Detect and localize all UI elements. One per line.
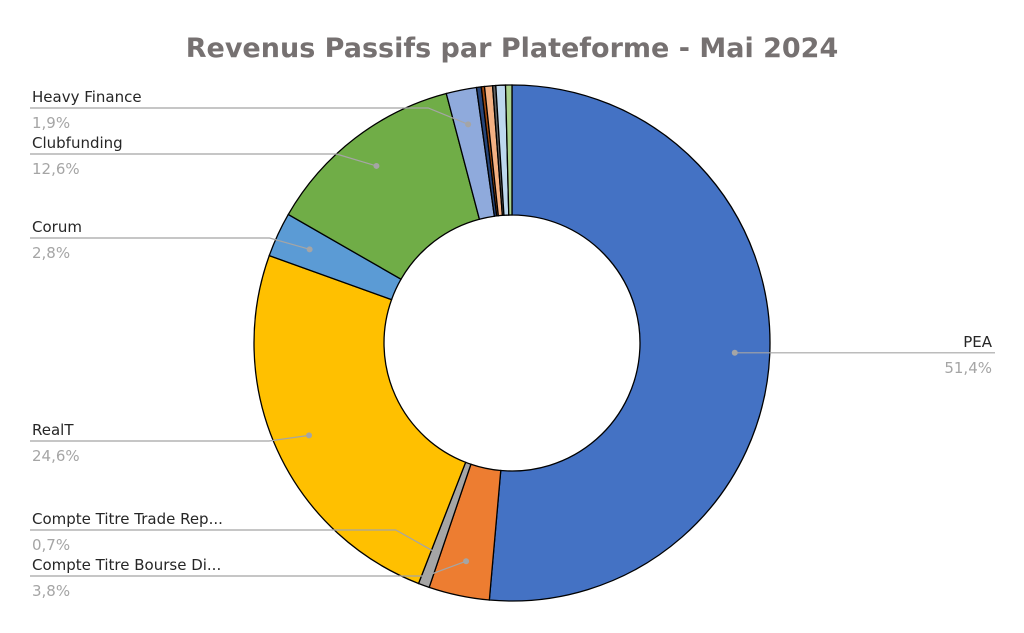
- data-label-percent: 24,6%: [32, 447, 80, 465]
- chart-title: Revenus Passifs par Plateforme - Mai 202…: [186, 33, 839, 64]
- leader-dot: [731, 349, 738, 356]
- leader-line: [30, 560, 467, 577]
- leader-line: [30, 237, 310, 250]
- leader-dot: [306, 246, 313, 253]
- data-label-percent: 2,8%: [32, 244, 70, 262]
- leader-line: [30, 153, 377, 167]
- data-label-name: Compte Titre Bourse Di...: [32, 556, 221, 574]
- data-label-percent: 0,7%: [32, 536, 70, 554]
- slice-realt: [253, 254, 467, 585]
- data-label-name: RealT: [32, 421, 74, 439]
- data-label-name: Clubfunding: [32, 134, 123, 152]
- leader-dot: [432, 549, 439, 556]
- leader-line: [30, 434, 310, 442]
- data-label-name: Compte Titre Trade Rep...: [32, 510, 223, 528]
- leader-dot: [306, 432, 313, 439]
- labels-group: PEA 51,4% Compte Titre Bourse Di... 3,8% Com…: [30, 88, 995, 600]
- leader-dot: [463, 558, 470, 565]
- data-label-percent: 3,8%: [32, 582, 70, 600]
- data-label-name: Heavy Finance: [32, 88, 142, 106]
- data-label-percent: 1,9%: [32, 114, 70, 132]
- slice-pea: [488, 84, 771, 602]
- leader-dot: [465, 121, 472, 128]
- leader-line: [30, 107, 469, 125]
- data-label-name: Corum: [32, 218, 82, 236]
- slices-group: [253, 84, 771, 602]
- data-label-percent: 12,6%: [32, 160, 80, 178]
- data-label-percent: 51,4%: [944, 359, 992, 377]
- slice-other-12: [504, 84, 513, 216]
- slice-clubfunding: [287, 92, 481, 281]
- leader-dot: [373, 162, 380, 169]
- data-label-name: PEA: [963, 333, 993, 351]
- leader-line: [30, 529, 437, 554]
